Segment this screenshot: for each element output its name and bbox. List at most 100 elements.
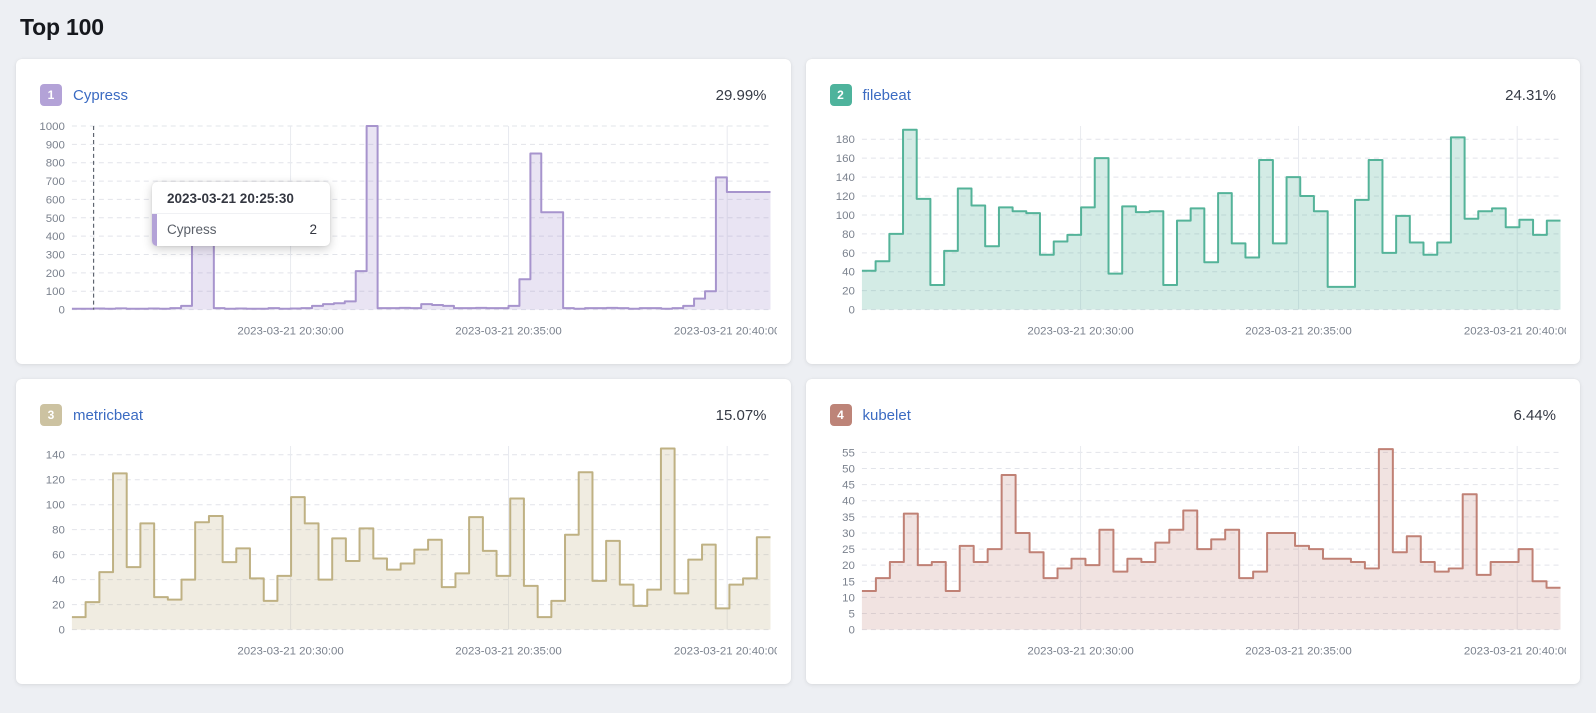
rank-badge: 2	[829, 84, 852, 106]
percentage-value: 6.44%	[1513, 406, 1556, 424]
y-tick-label: 120	[46, 475, 65, 487]
top-item-card-filebeat: 2 filebeat 24.31% 0 20 40 60 80 100 120 140 160 1…	[805, 59, 1580, 364]
top-item-card-cypress: 1 Cypress 29.99% 0 100 200 300 400 500 600 700 8…	[16, 59, 791, 364]
y-tick-label: 1000	[39, 121, 65, 133]
item-link-metricbeat[interactable]: metricbeat	[73, 406, 144, 424]
y-tick-label: 20	[842, 286, 855, 298]
y-tick-label: 120	[835, 191, 854, 203]
step-area-chart[interactable]: 0 20 40 60 80 100 120 140 160 180 2023-03-21 20:30…	[820, 118, 1567, 342]
y-grid: 0 5 10 15 20 25 30 35 40 45 50 55 2023-03-21 20:30:0…	[842, 445, 1566, 658]
card-header: 3 metricbeat 15.07%	[30, 389, 777, 436]
y-tick-label: 180	[835, 134, 854, 146]
y-tick-label: 0	[59, 305, 65, 317]
x-tick-label: 2023-03-21 20:40:00	[674, 646, 777, 658]
x-tick-label: 2023-03-21 20:35:00	[1245, 326, 1352, 338]
series-line	[71, 447, 771, 619]
card-header: 1 Cypress 29.99%	[30, 69, 777, 116]
percentage-value: 29.99%	[715, 86, 767, 104]
y-tick-label: 10	[842, 592, 855, 604]
series-area	[861, 129, 1561, 310]
y-tick-label: 20	[842, 560, 855, 572]
y-tick-label: 700	[46, 176, 65, 188]
x-tick-label: 2023-03-21 20:40:00	[1463, 646, 1566, 658]
y-tick-label: 100	[46, 500, 65, 512]
tooltip-series-value: 2	[309, 222, 317, 237]
top-items-grid: 1 Cypress 29.99% 0 100 200 300 400 500 600 700 8…	[16, 59, 1580, 684]
chart-area[interactable]: 0 20 40 60 80 100 120 140 2023-03-21 20:30:00 202…	[30, 438, 777, 662]
y-tick-label: 500	[46, 213, 65, 225]
y-tick-label: 80	[52, 525, 65, 537]
y-tick-label: 140	[46, 450, 65, 462]
y-tick-label: 40	[842, 496, 855, 508]
tooltip-series-row: Cypress 2	[152, 214, 330, 246]
percentage-value: 24.31%	[1505, 86, 1556, 104]
chart-tooltip: 2023-03-21 20:25:30 Cypress 2	[152, 182, 330, 246]
rank-badge: 4	[829, 404, 852, 426]
y-tick-label: 200	[46, 268, 65, 280]
y-tick-label: 5	[848, 608, 854, 620]
y-tick-label: 35	[842, 512, 855, 524]
y-tick-label: 60	[842, 248, 855, 260]
y-tick-label: 0	[848, 305, 854, 317]
y-tick-label: 900	[46, 139, 65, 151]
series-area	[861, 449, 1561, 630]
x-tick-label: 2023-03-21 20:40:00	[674, 326, 777, 338]
series-area	[71, 448, 771, 630]
x-tick-label: 2023-03-21 20:30:00	[237, 326, 344, 338]
percentage-value: 15.07%	[715, 406, 767, 424]
top-item-card-kubelet: 4 kubelet 6.44% 0 5 10 15 20 25 30 35 40 45 50 55 20…	[805, 379, 1580, 684]
item-link-cypress[interactable]: Cypress	[73, 86, 129, 104]
step-area-chart[interactable]: 0 20 40 60 80 100 120 140 2023-03-21 20:30:00 202…	[30, 438, 777, 662]
x-tick-label: 2023-03-21 20:35:00	[1245, 646, 1352, 658]
series-line	[861, 448, 1561, 592]
y-tick-label: 45	[842, 480, 855, 492]
x-tick-label: 2023-03-21 20:35:00	[455, 326, 562, 338]
y-tick-label: 40	[52, 575, 65, 587]
rank-badge: 1	[40, 84, 62, 106]
y-tick-label: 25	[842, 544, 855, 556]
y-tick-label: 40	[842, 267, 855, 279]
y-grid: 0 20 40 60 80 100 120 140 160 180 2023-03-21 20:30…	[835, 125, 1566, 338]
series-line	[71, 124, 771, 310]
tooltip-timestamp: 2023-03-21 20:25:30	[152, 182, 330, 214]
step-area-chart[interactable]: 0 100 200 300 400 500 600 700 800 900 1000 2023-03-…	[30, 118, 777, 342]
page-title: Top 100	[20, 14, 104, 40]
y-grid: 0 100 200 300 400 500 600 700 800 900 1000 2023-03-…	[39, 121, 776, 338]
item-link-filebeat[interactable]: filebeat	[862, 86, 911, 104]
y-tick-label: 30	[842, 528, 855, 540]
y-tick-label: 160	[835, 153, 854, 165]
tooltip-series-label: Cypress	[167, 222, 217, 237]
step-area-chart[interactable]: 0 5 10 15 20 25 30 35 40 45 50 55 2023-03-21 20:30:0…	[820, 438, 1567, 662]
y-tick-label: 55	[842, 447, 855, 459]
y-tick-label: 100	[46, 286, 65, 298]
y-tick-label: 140	[835, 172, 854, 184]
y-tick-label: 600	[46, 194, 65, 206]
y-tick-label: 0	[848, 625, 854, 637]
y-tick-label: 300	[46, 250, 65, 262]
rank-badge: 3	[40, 404, 62, 426]
y-tick-label: 0	[59, 625, 65, 637]
y-tick-label: 800	[46, 158, 65, 170]
chart-area[interactable]: 0 5 10 15 20 25 30 35 40 45 50 55 2023-03-21 20:30:0…	[820, 438, 1567, 662]
y-tick-label: 100	[835, 210, 854, 222]
series-color-marker	[152, 214, 157, 246]
series-line	[861, 128, 1561, 288]
card-header: 2 filebeat 24.31%	[820, 69, 1567, 116]
y-tick-label: 15	[842, 576, 855, 588]
y-grid: 0 20 40 60 80 100 120 140 2023-03-21 20:30:00 202…	[46, 445, 777, 658]
dashboard-page: Top 100 1 Cypress 29.99% 0 100 200 300 400 50…	[16, 14, 1580, 684]
y-tick-label: 80	[842, 229, 855, 241]
y-tick-label: 60	[52, 550, 65, 562]
card-header: 4 kubelet 6.44%	[820, 389, 1567, 436]
y-tick-label: 50	[842, 464, 855, 476]
item-link-kubelet[interactable]: kubelet	[862, 406, 911, 424]
x-tick-label: 2023-03-21 20:30:00	[1027, 646, 1134, 658]
y-tick-label: 20	[52, 600, 65, 612]
x-tick-label: 2023-03-21 20:40:00	[1463, 326, 1566, 338]
y-tick-label: 400	[46, 231, 65, 243]
top-item-card-metricbeat: 3 metricbeat 15.07% 0 20 40 60 80 100 120 140 20…	[16, 379, 791, 684]
chart-area[interactable]: 0 100 200 300 400 500 600 700 800 900 1000 2023-03-…	[30, 118, 777, 342]
chart-area[interactable]: 0 20 40 60 80 100 120 140 160 180 2023-03-21 20:30…	[820, 118, 1567, 342]
x-tick-label: 2023-03-21 20:35:00	[455, 646, 562, 658]
x-tick-label: 2023-03-21 20:30:00	[237, 646, 344, 658]
